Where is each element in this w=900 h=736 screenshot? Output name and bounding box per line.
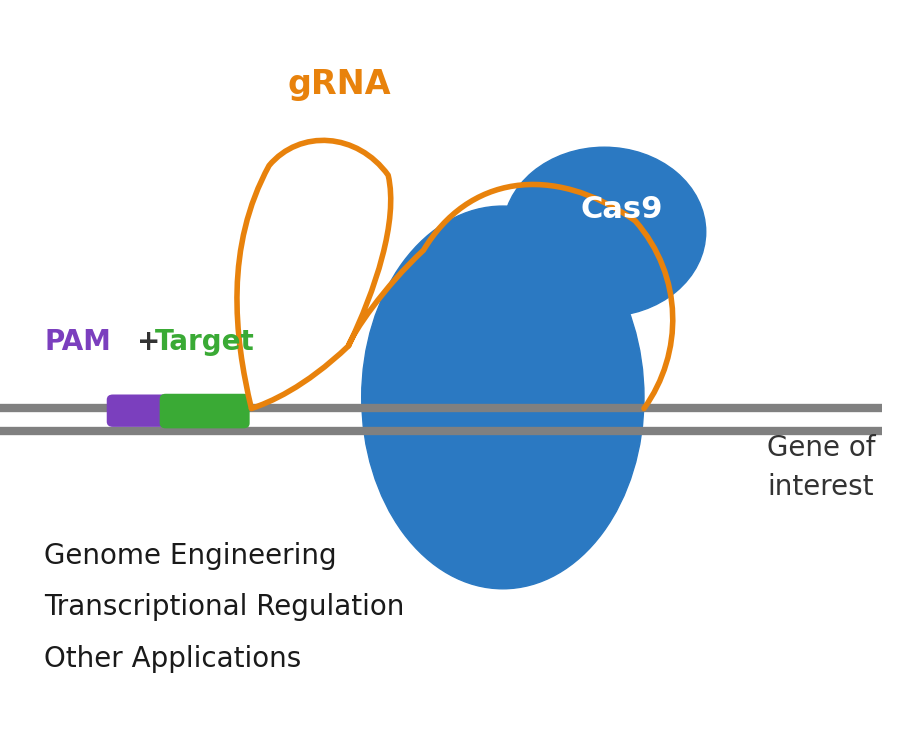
FancyBboxPatch shape xyxy=(107,394,170,427)
Ellipse shape xyxy=(362,206,644,589)
Text: Transcriptional Regulation: Transcriptional Regulation xyxy=(44,593,404,621)
Ellipse shape xyxy=(503,147,706,316)
Text: PAM: PAM xyxy=(44,328,111,356)
Text: Other Applications: Other Applications xyxy=(44,645,302,673)
Text: Genome Engineering: Genome Engineering xyxy=(44,542,337,570)
Text: +: + xyxy=(137,328,160,356)
FancyBboxPatch shape xyxy=(159,394,249,428)
Text: gRNA: gRNA xyxy=(288,68,392,101)
Text: Gene of
interest: Gene of interest xyxy=(768,434,876,501)
Text: Target: Target xyxy=(155,328,254,356)
Text: Cas9: Cas9 xyxy=(580,195,663,224)
